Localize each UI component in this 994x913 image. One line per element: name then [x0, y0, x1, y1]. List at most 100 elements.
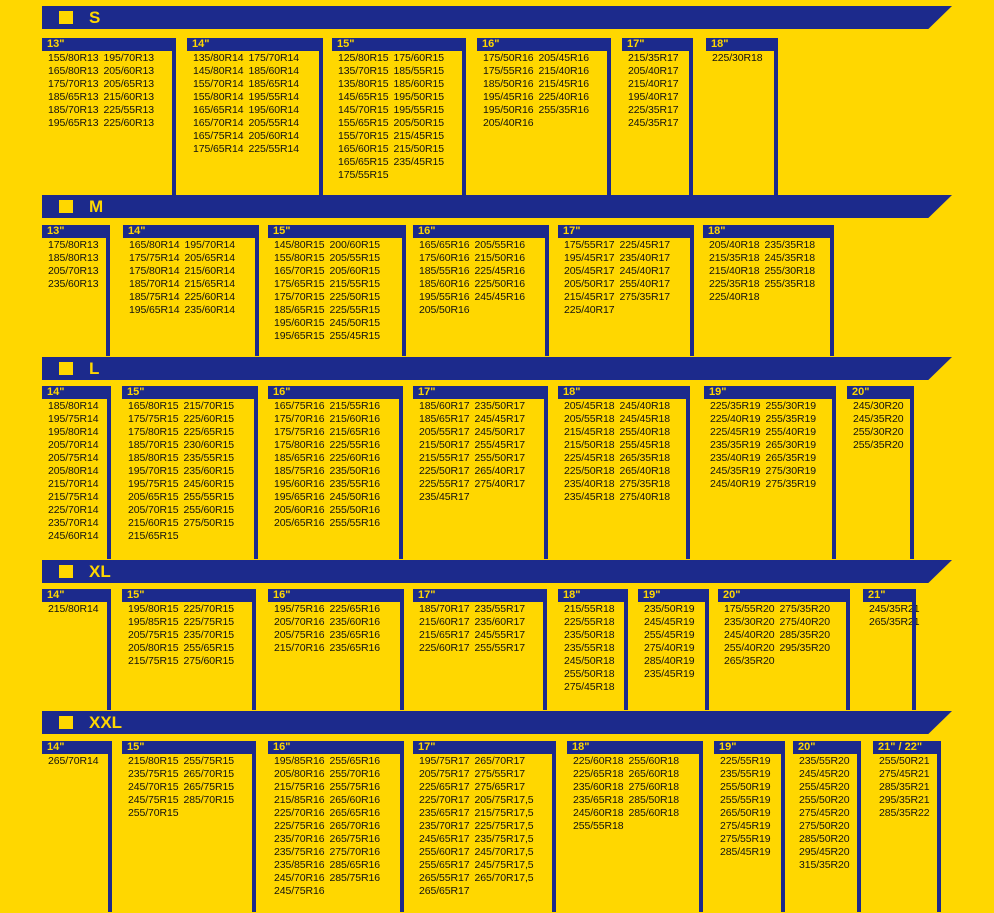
tyre-size: 205/70R16 [274, 616, 325, 628]
tyre-size: 235/55R15 [183, 452, 234, 464]
tyre-size: 255/50R21 [879, 755, 930, 767]
tyre-size: 195/85R15 [128, 616, 179, 628]
tyre-size: 225/60R16 [329, 452, 380, 464]
tyre-size: 225/55R16 [329, 439, 380, 451]
tyre-size: 195/75R14 [48, 413, 99, 425]
square-marker-icon [59, 200, 73, 213]
tyre-size: 235/50R18 [564, 629, 615, 641]
tyre-size: 275/35R18 [619, 478, 670, 490]
tyre-size: 235/55R20 [799, 755, 850, 767]
tyre-size: 255/35R19 [765, 413, 816, 425]
tyre-size: 235/75R17,5 [474, 833, 534, 845]
section-header-band: XXL [42, 711, 952, 734]
tyre-size: 195/75R15 [128, 478, 179, 490]
tyre-size: 185/65R14 [248, 78, 299, 90]
column-divider [255, 238, 259, 356]
tyre-size: 245/45R16 [474, 291, 525, 303]
tyre-size: 175/55R15 [338, 169, 389, 181]
tyre-size: 215/35R18 [709, 252, 760, 264]
tyre-list: 165/80R15 175/75R15 175/80R15 185/70R15 185/… [122, 399, 258, 559]
tyre-size: 255/30R18 [764, 265, 815, 277]
tyre-size: 225/40R16 [538, 91, 589, 103]
tyre-size: 265/70R14 [48, 755, 99, 767]
tyre-size: 205/60R13 [103, 65, 154, 77]
tyre-size: 225/35R17 [628, 104, 679, 116]
tyre-size: 275/60R15 [183, 655, 234, 667]
tyre-size: 255/70R16 [329, 768, 380, 780]
tyre-size: 265/70R17 [474, 755, 525, 767]
rim-diameter-header: 15" [122, 741, 256, 754]
column-divider [107, 602, 111, 710]
tyre-size: 235/45R19 [644, 668, 695, 680]
tyre-size: 205/50R16 [419, 304, 470, 316]
tyre-size: 235/75R15 [128, 768, 179, 780]
rim-diameter-header: 15" [332, 38, 466, 51]
tyre-list: 195/85R16 205/80R16 215/75R16 215/85R16 225/… [268, 754, 404, 912]
tyre-size: 205/40R16 [483, 117, 534, 129]
tyre-size: 255/50R19 [720, 781, 771, 793]
rim-diameter-header: 19" [638, 589, 709, 602]
tyre-size: 165/75R16 [274, 400, 325, 412]
section-size-label: XL [89, 562, 111, 581]
tyre-size: 175/75R16 [274, 426, 325, 438]
tyre-size: 195/70R15 [128, 465, 179, 477]
tyre-size: 185/60R17 [419, 400, 470, 412]
square-marker-icon [59, 362, 73, 375]
tyre-size: 205/65R16 [274, 517, 325, 529]
tyre-size: 265/70R16 [329, 820, 380, 832]
tyre-size: 245/35R18 [764, 252, 815, 264]
tyre-size: 165/65R14 [193, 104, 244, 116]
tyre-size: 265/75R16 [329, 833, 380, 845]
tyre-size: 185/60R14 [248, 65, 299, 77]
column-divider [912, 602, 916, 710]
tyre-size: 185/65R13 [48, 91, 99, 103]
tyre-size: 275/30R19 [765, 465, 816, 477]
tyre-size: 245/35R17 [628, 117, 679, 129]
tyre-size: 235/60R14 [184, 304, 235, 316]
tyre-size: 145/70R15 [338, 104, 389, 116]
rim-column: 16" 195/75R16 205/70R16 205/75R16 215/70R16 2… [268, 589, 404, 710]
section-header-band: XL [42, 560, 952, 583]
tyre-size: 215/85R16 [274, 794, 325, 806]
tyre-size: 185/75R14 [129, 291, 180, 303]
tyre-size: 285/65R16 [329, 859, 380, 871]
tyre-size: 235/65R17 [419, 807, 470, 819]
tyre-size: 195/60R16 [274, 478, 325, 490]
tyre-size: 165/70R14 [193, 117, 244, 129]
rim-column: 17" 185/70R17 215/60R17 215/65R17 225/60R17 2… [413, 589, 547, 710]
tyre-size: 235/70R14 [48, 517, 99, 529]
tyre-size: 225/60R13 [103, 117, 154, 129]
tyre-size: 205/60R16 [274, 504, 325, 516]
tyre-size: 215/65R16 [329, 426, 380, 438]
tyre-size: 145/80R14 [193, 65, 244, 77]
tyre-list: 245/30R20 245/35R20 255/30R20 255/35R20 [847, 399, 914, 559]
tyre-size: 195/55R15 [393, 104, 444, 116]
rim-diameter-header: 18" [558, 386, 690, 399]
tyre-size: 155/65R15 [338, 117, 389, 129]
tyre-size: 265/35R18 [619, 452, 670, 464]
tyre-size: 235/40R18 [564, 478, 615, 490]
tyre-size: 205/65R13 [103, 78, 154, 90]
tyre-size: 205/55R14 [248, 117, 299, 129]
rim-column: 15" 145/80R15 155/80R15 165/70R15 175/65R15 1… [268, 225, 406, 356]
tyre-size: 285/75R16 [329, 872, 380, 884]
tyre-size: 195/60R15 [274, 317, 325, 329]
tyre-size: 225/65R17 [419, 781, 470, 793]
column-divider [543, 602, 547, 710]
tyre-size: 230/60R15 [183, 439, 234, 451]
tyre-size: 175/70R16 [274, 413, 325, 425]
tyre-list: 185/80R14 195/75R14 195/80R14 205/70R14 205/… [42, 399, 111, 559]
tyre-size: 215/50R18 [564, 439, 615, 451]
tyre-size: 285/70R15 [183, 794, 234, 806]
tyre-size: 215/50R15 [393, 143, 444, 155]
tyre-size: 245/70R17,5 [474, 846, 534, 858]
rim-column: 19" 235/50R19 245/45R19 255/45R19 275/40R19 2… [638, 589, 709, 710]
column-divider [846, 602, 850, 710]
tyre-size: 265/65R17 [419, 885, 470, 897]
tyre-size: 245/35R21 [869, 603, 920, 615]
rim-column: 18" 225/30R18 [706, 38, 778, 196]
tyre-size: 215/40R16 [538, 65, 589, 77]
tyre-size: 175/65R15 [274, 278, 325, 290]
tyre-size: 185/60R16 [419, 278, 470, 290]
tyre-size: 245/45R18 [619, 413, 670, 425]
